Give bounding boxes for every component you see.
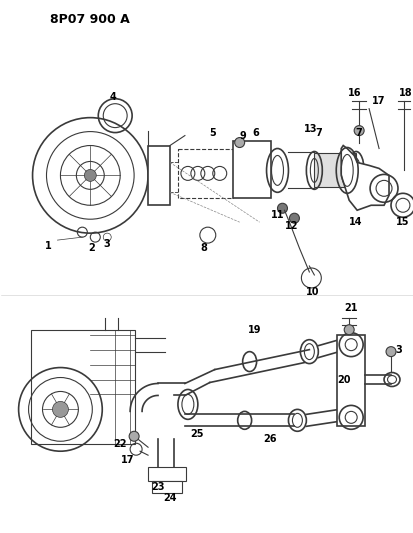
Text: 7: 7 xyxy=(314,127,321,138)
Text: 16: 16 xyxy=(348,88,361,98)
Text: 6: 6 xyxy=(252,127,259,138)
Text: 15: 15 xyxy=(395,217,409,227)
Circle shape xyxy=(277,203,287,213)
Bar xyxy=(232,141,270,198)
Text: 24: 24 xyxy=(163,493,176,503)
Text: 18: 18 xyxy=(398,88,412,98)
Circle shape xyxy=(84,169,96,181)
Circle shape xyxy=(52,401,68,417)
Text: 1: 1 xyxy=(45,241,52,251)
Text: 19: 19 xyxy=(247,325,261,335)
Text: 23: 23 xyxy=(151,482,164,492)
Bar xyxy=(313,154,355,187)
Text: 11: 11 xyxy=(270,210,284,220)
Circle shape xyxy=(343,325,353,335)
Text: 3: 3 xyxy=(104,239,110,249)
Text: 8: 8 xyxy=(200,243,207,253)
Text: 14: 14 xyxy=(349,217,362,227)
Polygon shape xyxy=(340,146,388,210)
Text: 21: 21 xyxy=(344,303,357,313)
Circle shape xyxy=(353,126,363,135)
Text: 10: 10 xyxy=(305,287,318,297)
Text: 5: 5 xyxy=(209,127,216,138)
Circle shape xyxy=(289,213,299,223)
Circle shape xyxy=(129,431,139,441)
Text: 22: 22 xyxy=(113,439,127,449)
Text: 7: 7 xyxy=(355,127,362,138)
Text: 17: 17 xyxy=(371,96,385,106)
Bar xyxy=(148,467,185,481)
Text: 26: 26 xyxy=(262,434,275,445)
Text: 9: 9 xyxy=(239,131,245,141)
Bar xyxy=(178,149,232,198)
Text: 8P07 900 A: 8P07 900 A xyxy=(50,13,130,26)
Text: 13: 13 xyxy=(303,124,316,134)
Bar xyxy=(31,330,135,444)
Circle shape xyxy=(385,346,395,357)
Bar xyxy=(152,481,181,493)
Circle shape xyxy=(234,138,244,148)
Bar xyxy=(337,335,364,426)
Bar xyxy=(148,146,170,205)
Text: 2: 2 xyxy=(88,243,95,253)
Text: 20: 20 xyxy=(337,375,350,384)
Text: 4: 4 xyxy=(109,92,116,102)
Text: 3: 3 xyxy=(395,345,401,354)
Text: 25: 25 xyxy=(190,429,203,439)
Text: 17: 17 xyxy=(121,455,135,465)
Text: 12: 12 xyxy=(284,221,297,231)
